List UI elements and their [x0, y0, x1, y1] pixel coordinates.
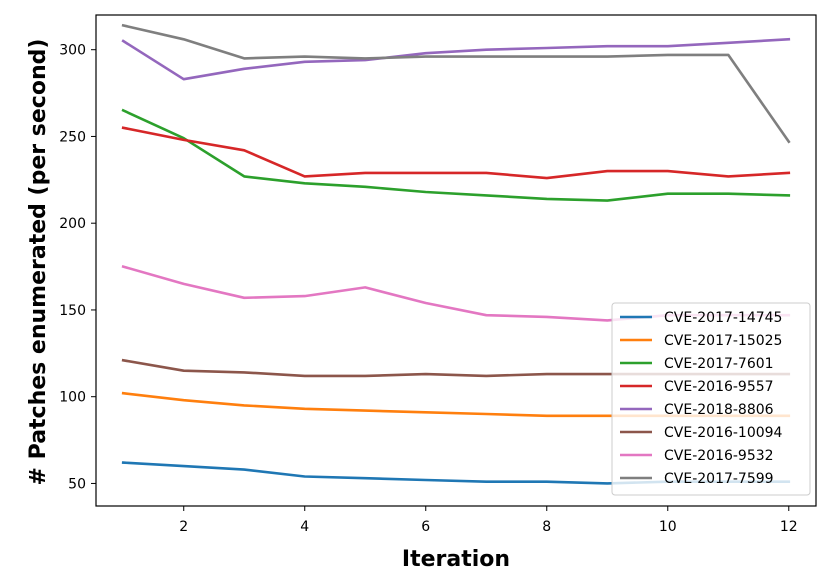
x-axis-title: Iteration: [402, 547, 510, 572]
x-tick-label: 6: [421, 519, 430, 535]
plot-frame: [95, 14, 817, 507]
y-tick-label: 50: [68, 476, 86, 492]
y-tick-label: 150: [59, 303, 86, 319]
legend-label-cve-2017-15025: CVE-2017-15025: [664, 333, 782, 349]
legend-label-cve-2016-9532: CVE-2016-9532: [664, 448, 774, 464]
series-line-cve-2017-7601: [121, 108, 791, 202]
x-tick-label: 4: [300, 519, 309, 535]
series-line-cve-2017-7599: [121, 23, 791, 144]
series-line-cve-2018-8806: [121, 37, 791, 81]
legend-box: [611, 302, 811, 496]
legend-label-cve-2017-7599: CVE-2017-7599: [664, 471, 774, 487]
plot-area: [121, 23, 791, 485]
legend-label-cve-2016-9557: CVE-2016-9557: [664, 379, 774, 395]
x-tick-label: 2: [179, 519, 188, 535]
y-tick-label: 300: [59, 43, 86, 59]
legend-label-cve-2018-8806: CVE-2018-8806: [664, 402, 774, 418]
legend: CVE-2017-14745 CVE-2017-15025 CVE-2017-760…: [611, 302, 811, 496]
legend-label-cve-2017-7601: CVE-2017-7601: [664, 356, 774, 372]
series-line-cve-2016-9557: [121, 126, 791, 180]
legend-label-cve-2017-14745: CVE-2017-14745: [664, 310, 782, 326]
y-axis-title: # Patches enumerated (per second): [26, 39, 51, 486]
axes: 2 4 6 8 10 12 50 100 150 200 250 300: [59, 14, 817, 535]
x-tick-label: 10: [659, 519, 677, 535]
y-tick-label: 200: [59, 216, 86, 232]
y-tick-label: 250: [59, 129, 86, 145]
x-tick-label: 8: [542, 519, 551, 535]
y-tick-label: 100: [59, 390, 86, 406]
legend-label-cve-2016-10094: CVE-2016-10094: [664, 425, 783, 441]
x-tick-label: 12: [780, 519, 798, 535]
